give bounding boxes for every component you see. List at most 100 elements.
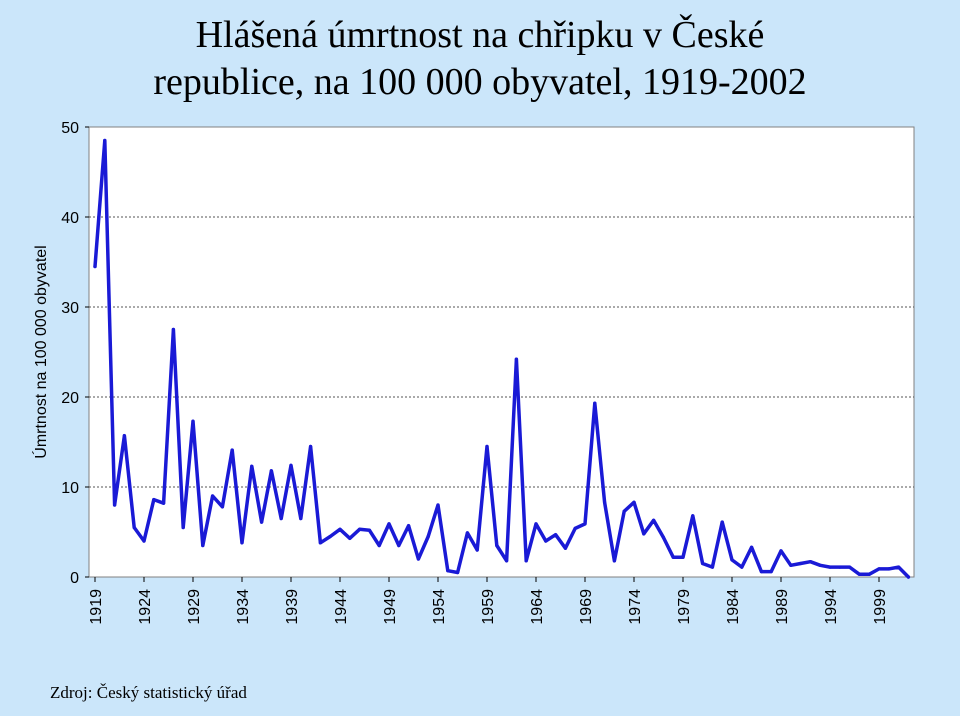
data-point-1942 <box>318 541 322 545</box>
x-axis: 1919 1924 1929 1934 1939 1944 1949 1954 1959 1964… <box>88 577 889 625</box>
y-tick-label: 50 <box>61 120 79 137</box>
data-point-2001 <box>897 565 901 569</box>
data-point-1960 <box>495 543 499 548</box>
data-point-1993 <box>818 563 822 567</box>
data-point-1963 <box>524 559 528 563</box>
chart-title-line-2: republice, na 100 000 obyvatel, 1919-200… <box>153 61 807 103</box>
data-point-1996 <box>848 565 852 569</box>
series-line <box>93 138 911 579</box>
data-point-1966 <box>554 533 558 537</box>
data-point-1971 <box>603 500 607 504</box>
data-point-1986 <box>750 545 754 549</box>
y-axis: 0 10 20 30 40 50 <box>61 120 89 587</box>
data-point-1949 <box>387 522 391 526</box>
data-point-1989 <box>779 549 783 553</box>
data-point-1943 <box>328 534 332 539</box>
x-tick-label: 1969 <box>578 589 595 625</box>
data-point-1994 <box>828 565 832 569</box>
plot-area <box>88 126 915 578</box>
x-tick-label: 1989 <box>774 589 791 625</box>
data-point-1940 <box>299 516 303 521</box>
data-point-1972 <box>612 559 617 563</box>
data-point-1922 <box>122 434 126 438</box>
data-point-1982 <box>710 565 715 569</box>
data-point-1959 <box>485 444 489 449</box>
data-point-1998 <box>867 572 871 576</box>
data-point-1964 <box>534 522 538 526</box>
data-point-1978 <box>671 555 675 559</box>
data-point-1957 <box>465 531 469 535</box>
data-point-1925 <box>152 498 156 502</box>
x-tick-label: 1974 <box>627 589 644 625</box>
data-point-1933 <box>230 448 234 452</box>
data-point-1948 <box>377 543 381 548</box>
data-point-1951 <box>407 524 411 528</box>
data-points <box>93 138 911 579</box>
x-tick-label: 1954 <box>431 589 448 625</box>
data-point-1941 <box>309 444 313 449</box>
data-point-1981 <box>701 561 705 566</box>
x-tick-label: 1934 <box>235 589 252 625</box>
chart-title-line-1: Hlášená úmrtnost na chřipku v České <box>195 14 765 56</box>
data-point-1965 <box>544 539 548 543</box>
x-tick-label: 1999 <box>872 589 889 625</box>
y-tick-label: 10 <box>61 480 79 497</box>
data-point-1991 <box>799 561 803 566</box>
data-point-1938 <box>279 516 283 521</box>
data-point-1977 <box>661 535 666 540</box>
data-point-1954 <box>436 503 440 507</box>
data-point-1999 <box>877 567 881 571</box>
x-tick-label: 1924 <box>137 589 154 625</box>
data-point-1944 <box>338 527 342 531</box>
data-point-1950 <box>397 543 401 548</box>
data-point-1919 <box>93 264 97 269</box>
data-point-1990 <box>789 563 793 567</box>
data-point-1939 <box>289 463 293 467</box>
y-tick-label: 20 <box>61 390 79 407</box>
x-tick-label: 1949 <box>382 589 399 625</box>
data-point-1995 <box>838 565 842 569</box>
data-point-1927 <box>171 327 175 332</box>
data-point-1936 <box>260 520 264 524</box>
chart-title: Hlášená úmrtnost na chřipku v České repu… <box>0 12 960 106</box>
data-point-1956 <box>456 570 460 575</box>
x-tick-label: 1984 <box>725 589 742 625</box>
data-point-1985 <box>740 565 744 569</box>
data-point-1979 <box>681 555 685 559</box>
data-point-1928 <box>181 525 185 530</box>
x-tick-label: 1944 <box>333 589 350 625</box>
data-point-1934 <box>240 541 244 545</box>
data-point-1946 <box>358 527 362 531</box>
data-point-1952 <box>416 557 420 561</box>
data-point-1980 <box>691 514 695 518</box>
data-point-1961 <box>505 559 509 563</box>
x-tick-label: 1964 <box>529 589 546 625</box>
data-point-1983 <box>720 520 724 524</box>
x-tick-label: 1994 <box>823 589 840 625</box>
data-point-1976 <box>652 518 656 522</box>
data-point-1968 <box>573 526 577 531</box>
data-point-1973 <box>622 509 626 513</box>
data-point-1984 <box>730 558 734 562</box>
data-point-1969 <box>583 522 587 526</box>
y-tick-label: 40 <box>61 210 79 227</box>
data-point-1926 <box>162 501 166 505</box>
data-point-1924 <box>142 539 146 543</box>
data-point-1974 <box>632 500 636 504</box>
data-point-1962 <box>514 357 519 361</box>
x-tick-label: 1939 <box>284 589 301 625</box>
y-tick-label: 0 <box>70 570 79 587</box>
data-point-1947 <box>367 528 371 532</box>
y-axis-label: Úmrtnost na 100 000 obyvatel <box>31 245 50 458</box>
x-tick-label: 1919 <box>88 589 105 625</box>
data-point-1958 <box>475 548 479 552</box>
data-point-1997 <box>857 572 862 576</box>
data-point-2000 <box>887 567 891 571</box>
data-point-1937 <box>269 469 273 473</box>
x-tick-label: 1959 <box>480 589 497 625</box>
data-point-1988 <box>769 570 773 574</box>
y-tick-label: 30 <box>61 300 79 317</box>
data-point-1931 <box>211 494 215 498</box>
data-point-1920 <box>103 138 107 143</box>
